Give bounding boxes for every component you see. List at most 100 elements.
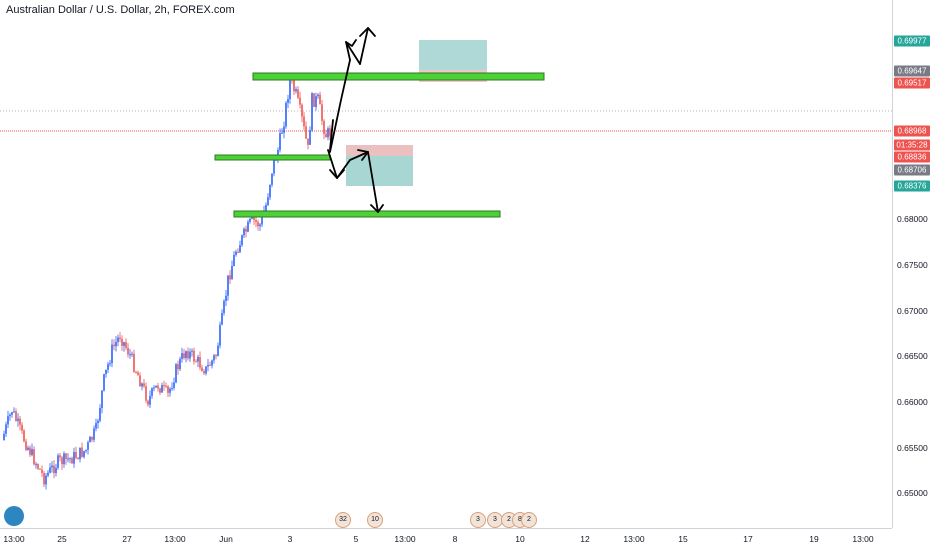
- candle-body: [279, 133, 281, 150]
- candle-body: [133, 353, 135, 372]
- time-axis-label: 10: [515, 534, 525, 544]
- support-zone-middle[interactable]: [214, 154, 331, 161]
- symbol-title[interactable]: Australian Dollar / U.S. Dollar, 2h, FOR…: [6, 4, 235, 16]
- support-zone-lower[interactable]: [233, 210, 501, 218]
- economic-event-badge[interactable]: 10: [367, 512, 383, 528]
- candle-body: [229, 275, 231, 280]
- candle-body: [95, 423, 97, 429]
- time-axis-label: Jun: [219, 534, 233, 544]
- candle-body: [295, 89, 297, 92]
- candle-body: [245, 228, 247, 232]
- candle-body: [93, 428, 95, 440]
- economic-event-badge[interactable]: 3: [470, 512, 486, 528]
- candle-body: [63, 453, 65, 465]
- position-box-stop-lower[interactable]: [346, 145, 413, 156]
- candle-body: [115, 341, 117, 347]
- candle-body: [17, 418, 19, 421]
- economic-event-badge[interactable]: 3: [487, 512, 503, 528]
- candle-body: [237, 251, 239, 253]
- candle-body: [207, 364, 209, 367]
- candle-body: [199, 356, 201, 368]
- candle-body: [41, 469, 43, 473]
- candle-body: [239, 245, 241, 253]
- candle-body: [69, 458, 71, 460]
- candle-body: [123, 342, 125, 346]
- candle-body: [55, 467, 57, 474]
- candle-body: [23, 430, 25, 442]
- candle-body: [87, 442, 89, 450]
- candle-body: [297, 89, 299, 98]
- economic-event-badge[interactable]: 2: [521, 512, 537, 528]
- candle-body: [21, 424, 23, 431]
- candle-body: [139, 375, 141, 387]
- candle-body: [57, 455, 59, 468]
- current-price-tag: 0.68968: [894, 125, 930, 137]
- candle-body: [307, 138, 309, 145]
- candle-body: [265, 204, 267, 212]
- candle-body: [113, 344, 115, 347]
- candle-body: [327, 128, 329, 138]
- candle-body: [315, 96, 317, 107]
- candle-body: [105, 369, 107, 375]
- candle-body: [203, 371, 205, 374]
- candle-body: [175, 364, 177, 383]
- price-axis[interactable]: 0.68000 0.67500 0.67000 0.66500 0.66000 …: [892, 0, 932, 528]
- candle-body: [27, 447, 29, 450]
- time-axis-label: 15: [678, 534, 688, 544]
- candle-body: [235, 251, 237, 255]
- candle-body: [273, 160, 275, 174]
- candle-body: [71, 458, 73, 464]
- time-axis-label: 5: [353, 534, 359, 544]
- candle-body: [325, 133, 327, 138]
- position-box-target-lower[interactable]: [346, 156, 413, 186]
- candle-body: [3, 433, 5, 440]
- candle-body: [91, 436, 93, 440]
- candle-body: [241, 235, 243, 246]
- candle-body: [129, 354, 131, 356]
- time-axis-label: 13:00: [623, 534, 645, 544]
- candle-body: [165, 385, 167, 387]
- time-axis-label: 27: [122, 534, 132, 544]
- candle-body: [33, 449, 35, 465]
- candle-body: [311, 93, 313, 131]
- chart-plot[interactable]: [0, 0, 892, 528]
- candle-body: [107, 364, 109, 370]
- candle-body: [171, 387, 173, 389]
- candle-body: [61, 457, 63, 465]
- candle-body: [89, 436, 91, 443]
- economic-event-badge[interactable]: 32: [335, 512, 351, 528]
- price-tag-stop-lower: 0.68836: [894, 151, 930, 163]
- candle-body: [227, 275, 229, 296]
- candle-body: [163, 385, 165, 387]
- bar-countdown-tag: 01:35:28: [894, 139, 930, 151]
- candle-body: [75, 452, 77, 458]
- candle-body: [169, 388, 171, 393]
- candle-body: [249, 218, 251, 222]
- resistance-zone-upper[interactable]: [252, 72, 545, 81]
- candle-body: [217, 345, 219, 356]
- projection-arrows[interactable]: [327, 27, 384, 213]
- candle-body: [125, 342, 127, 348]
- time-axis-label: 8: [452, 534, 458, 544]
- tradingview-logo-icon[interactable]: [4, 506, 24, 526]
- candle-body: [79, 447, 81, 460]
- candle-body: [243, 228, 245, 236]
- candle-body: [5, 424, 7, 434]
- time-axis-label: 13:00: [394, 534, 416, 544]
- candle-body: [145, 386, 147, 401]
- time-axis[interactable]: 13:00 25 27 13:00 Jun 3 5 13:00 8 10 12 …: [0, 528, 892, 551]
- candle-body: [221, 313, 223, 325]
- candle-body: [53, 465, 55, 474]
- position-box-target-upper[interactable]: [419, 40, 487, 70]
- candle-body: [13, 411, 15, 413]
- candle-body: [167, 386, 169, 393]
- candle-body: [211, 360, 213, 366]
- candle-body: [329, 128, 331, 136]
- candle-body: [261, 214, 263, 225]
- price-axis-label: 0.67500: [897, 260, 928, 270]
- candle-body: [205, 366, 207, 374]
- candle-body: [269, 184, 271, 198]
- time-axis-label: 13:00: [3, 534, 25, 544]
- candle-body: [285, 102, 287, 127]
